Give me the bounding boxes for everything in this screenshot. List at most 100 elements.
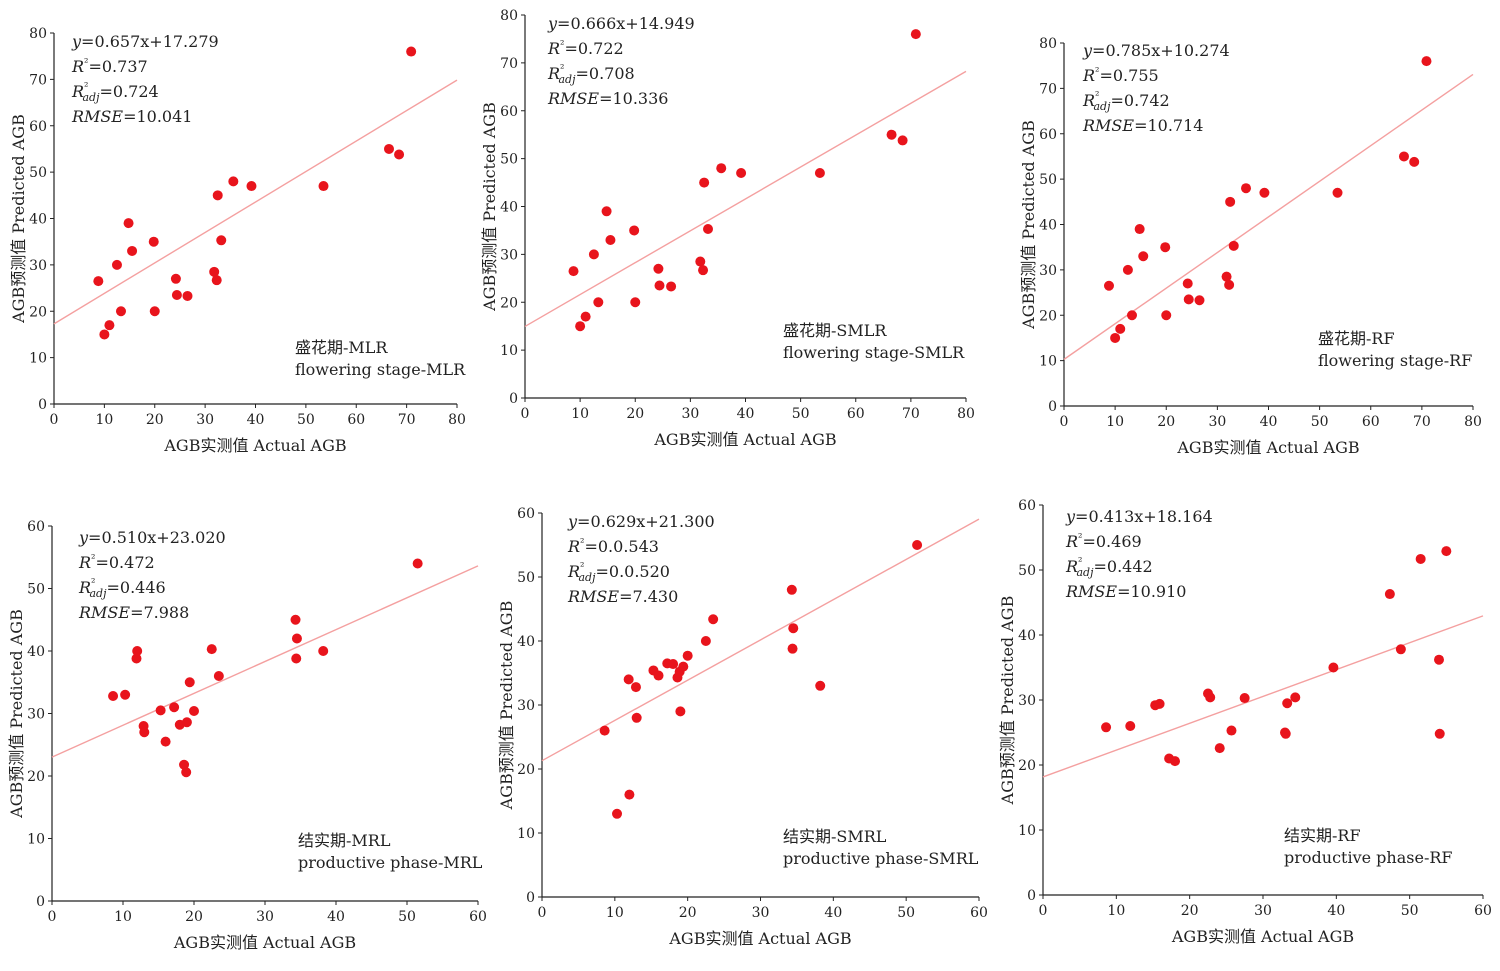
x-tick-label: 10: [95, 412, 113, 428]
y-tick-label: 0: [509, 391, 518, 407]
x-tick-label: 40: [247, 412, 265, 428]
regression-equation: y=0.785x+10.274: [1082, 41, 1230, 60]
data-point: [605, 235, 616, 246]
x-tick-label: 20: [679, 905, 697, 921]
y-tick-label: 30: [1018, 693, 1036, 709]
stage-label-cn: 盛花期-MLR: [295, 338, 388, 357]
x-tick-label: 30: [752, 905, 770, 921]
data-point: [189, 706, 199, 716]
data-point: [228, 176, 239, 187]
x-tick-label: 20: [1181, 903, 1199, 919]
rmse-value: RMSE=10.910: [1065, 582, 1186, 601]
data-point: [629, 225, 640, 236]
data-point: [412, 558, 423, 569]
regression-line: [51, 565, 479, 758]
data-point: [1170, 756, 1180, 767]
stage-label-en: productive phase-RF: [1284, 848, 1453, 867]
x-tick-label: 60: [1474, 903, 1492, 919]
stage-label-en: productive phase-MRL: [298, 853, 483, 872]
y-tick-label: 30: [27, 707, 45, 723]
r-squared: R²=0.755: [1082, 65, 1159, 85]
data-point: [1434, 728, 1445, 739]
stage-label-cn: 结实期-RF: [1284, 826, 1361, 845]
regression-line: [524, 70, 967, 328]
data-point: [160, 736, 171, 747]
data-point: [169, 702, 180, 713]
y-tick-label: 0: [1048, 399, 1057, 415]
data-point: [1441, 546, 1452, 557]
x-tick-label: 10: [114, 909, 132, 925]
y-axis-title: AGB预测值 Predicted AGB: [480, 102, 499, 312]
data-point: [181, 767, 192, 778]
data-point: [1228, 240, 1239, 251]
y-axis-title: AGB预测值 Predicted AGB: [998, 596, 1017, 806]
data-point: [1434, 654, 1444, 665]
data-point: [910, 29, 921, 40]
y-tick-label: 70: [1039, 81, 1057, 97]
x-tick-label: 10: [1107, 903, 1125, 919]
data-point: [1241, 183, 1252, 194]
data-point: [698, 265, 709, 276]
rmse-value: RMSE=10.714: [1082, 116, 1203, 135]
x-axis-title: AGB实测值 Actual AGB: [653, 430, 836, 449]
data-point: [1398, 151, 1409, 162]
y-tick-label: 20: [1039, 308, 1057, 324]
x-tick-label: 50: [792, 406, 810, 422]
data-point: [291, 633, 302, 644]
x-tick-label: 0: [521, 406, 530, 422]
y-tick-label: 0: [36, 894, 45, 910]
data-point: [170, 273, 181, 284]
data-point: [1122, 264, 1133, 275]
x-tick-label: 60: [469, 909, 487, 925]
y-tick-label: 40: [500, 200, 518, 216]
data-point: [716, 163, 727, 174]
data-point: [1182, 278, 1193, 289]
rmse-value: RMSE=7.988: [78, 603, 189, 622]
x-tick-label: 20: [185, 909, 203, 925]
x-tick-label: 50: [1311, 414, 1329, 430]
x-tick-label: 80: [1464, 414, 1482, 430]
y-tick-label: 50: [517, 570, 535, 586]
x-tick-label: 30: [1254, 903, 1272, 919]
y-tick-label: 50: [1018, 563, 1036, 579]
y-tick-label: 10: [500, 343, 518, 359]
x-tick-label: 40: [737, 406, 755, 422]
data-point: [139, 727, 150, 738]
y-tick-label: 40: [29, 212, 47, 228]
y-tick-label: 70: [29, 72, 47, 88]
data-point: [1154, 698, 1165, 709]
data-point: [815, 680, 826, 691]
stage-label-cn: 结实期-SMRL: [783, 827, 887, 846]
data-point: [1225, 196, 1236, 207]
data-point: [630, 682, 641, 693]
data-point: [788, 623, 799, 634]
y-tick-label: 30: [517, 698, 535, 714]
r-squared: R²=0.469: [1065, 531, 1142, 551]
data-point: [1332, 187, 1343, 198]
x-tick-label: 40: [1327, 903, 1345, 919]
data-point: [111, 259, 122, 270]
y-tick-label: 20: [27, 769, 45, 785]
data-point: [383, 143, 394, 154]
x-axis-title: AGB实测值 Actual AGB: [1176, 438, 1359, 457]
data-point: [1134, 224, 1145, 235]
data-point: [682, 650, 693, 661]
data-point: [1194, 295, 1205, 306]
x-tick-label: 70: [398, 412, 416, 428]
data-point: [1205, 692, 1216, 703]
adjusted-r-squared: R² adj=0.446: [78, 576, 166, 600]
data-point: [787, 643, 798, 654]
data-point: [1125, 721, 1136, 731]
y-tick-label: 30: [1039, 263, 1057, 279]
x-tick-label: 70: [1413, 414, 1431, 430]
stage-label-en: flowering stage-MLR: [295, 360, 466, 379]
y-tick-label: 40: [1039, 218, 1057, 234]
data-point: [209, 266, 220, 277]
data-point: [99, 329, 110, 340]
data-point: [123, 218, 134, 229]
data-point: [599, 725, 610, 736]
data-point: [612, 808, 623, 819]
data-point: [211, 275, 222, 286]
stage-label-cn: 结实期-MRL: [298, 831, 391, 850]
